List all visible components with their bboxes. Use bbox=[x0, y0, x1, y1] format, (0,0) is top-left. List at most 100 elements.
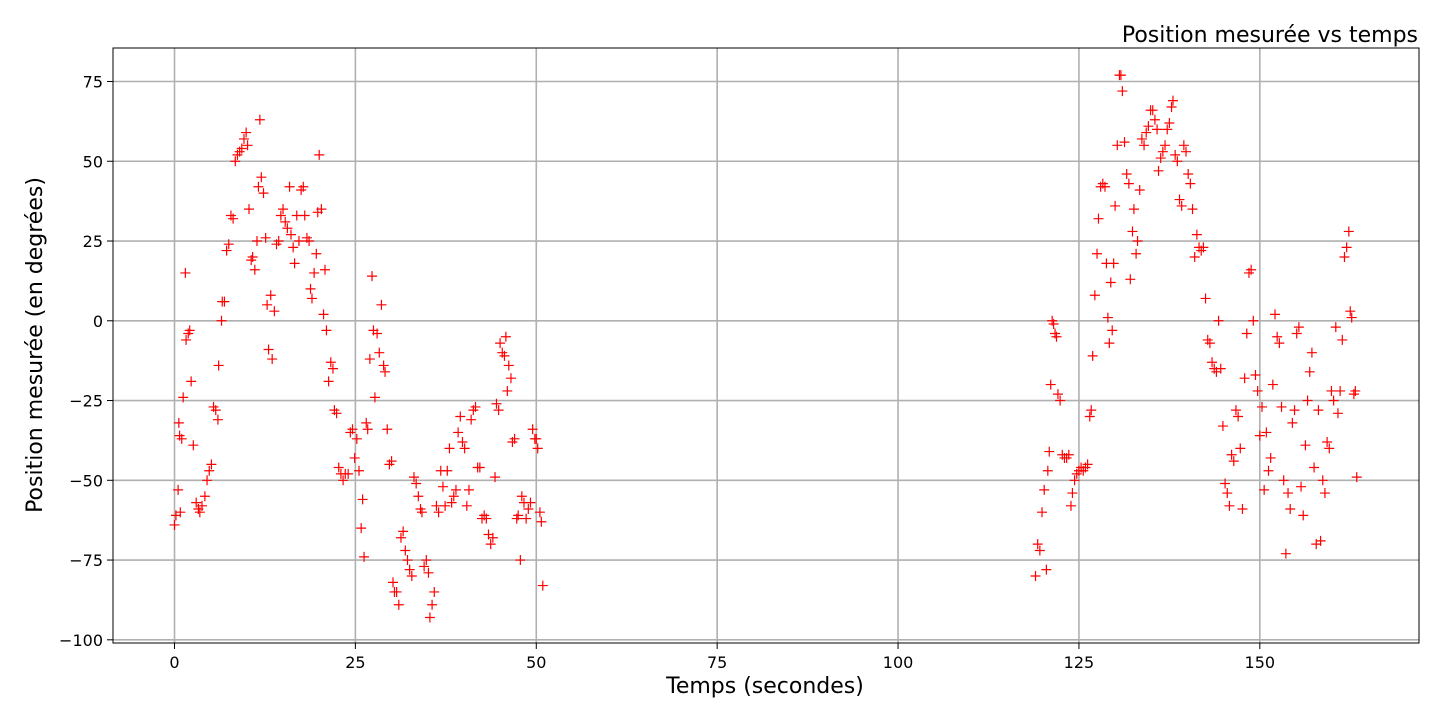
data-point-marker bbox=[1191, 229, 1202, 240]
data-point-marker bbox=[404, 564, 415, 575]
data-point-marker bbox=[238, 133, 249, 144]
data-point-marker bbox=[378, 360, 389, 371]
data-point-marker bbox=[374, 347, 385, 358]
data-point-marker bbox=[516, 491, 527, 502]
data-point-marker bbox=[269, 306, 280, 317]
data-point-marker bbox=[1293, 322, 1304, 333]
data-point-marker bbox=[1167, 95, 1178, 106]
data-point-marker bbox=[1153, 165, 1164, 176]
chart-title: Position mesurée vs temps bbox=[1122, 23, 1418, 48]
data-point-marker bbox=[391, 586, 402, 597]
data-point-marker bbox=[1131, 248, 1142, 259]
x-axis-label: Temps (secondes) bbox=[665, 674, 864, 699]
data-point-marker bbox=[1178, 140, 1189, 151]
data-point-marker bbox=[1304, 366, 1315, 377]
data-point-marker bbox=[1030, 571, 1041, 582]
data-point-marker bbox=[474, 462, 485, 473]
data-point-marker bbox=[1296, 481, 1307, 492]
data-point-marker bbox=[364, 354, 375, 365]
data-point-marker bbox=[442, 465, 453, 476]
data-point-marker bbox=[453, 427, 464, 438]
data-point-marker bbox=[1241, 328, 1252, 339]
data-point-marker bbox=[1313, 405, 1324, 416]
data-point-marker bbox=[481, 513, 492, 524]
data-point-marker bbox=[1250, 370, 1261, 381]
data-point-marker bbox=[213, 360, 224, 371]
data-point-marker bbox=[1117, 86, 1128, 97]
data-point-marker bbox=[1055, 395, 1066, 406]
data-point-marker bbox=[1278, 475, 1289, 486]
data-point-marker bbox=[1289, 405, 1300, 416]
data-point-marker bbox=[1041, 564, 1052, 575]
data-point-marker bbox=[491, 398, 502, 409]
data-point-marker bbox=[1230, 405, 1241, 416]
data-point-marker bbox=[176, 433, 187, 444]
data-point-marker bbox=[490, 472, 501, 483]
data-point-marker bbox=[505, 373, 516, 384]
data-point-marker bbox=[1104, 338, 1115, 349]
data-point-marker bbox=[1155, 153, 1166, 164]
data-point-marker bbox=[1298, 510, 1309, 521]
data-point-marker bbox=[194, 507, 205, 518]
data-point-marker bbox=[527, 424, 538, 435]
data-point-marker bbox=[311, 248, 322, 259]
data-point-marker bbox=[1108, 258, 1119, 269]
data-points bbox=[169, 70, 1362, 623]
data-point-marker bbox=[1256, 401, 1267, 412]
y-tick-label: −25 bbox=[69, 392, 103, 411]
data-point-marker bbox=[1324, 443, 1335, 454]
data-point-marker bbox=[1102, 312, 1113, 323]
data-point-marker bbox=[437, 481, 448, 492]
data-point-marker bbox=[347, 424, 358, 435]
y-tick-label: −75 bbox=[69, 551, 103, 570]
data-point-marker bbox=[242, 140, 253, 151]
data-point-marker bbox=[361, 417, 372, 428]
data-point-marker bbox=[285, 229, 296, 240]
data-point-marker bbox=[228, 213, 239, 224]
data-point-marker bbox=[184, 325, 195, 336]
data-point-marker bbox=[1204, 338, 1215, 349]
data-point-marker bbox=[280, 216, 291, 227]
data-point-marker bbox=[206, 459, 217, 470]
data-point-marker bbox=[284, 181, 295, 192]
data-point-marker bbox=[356, 523, 367, 534]
data-point-marker bbox=[1052, 389, 1063, 400]
data-point-marker bbox=[1187, 204, 1198, 215]
data-point-marker bbox=[1089, 290, 1100, 301]
data-point-marker bbox=[1239, 373, 1250, 384]
data-point-marker bbox=[431, 500, 442, 511]
plot-frame bbox=[112, 47, 1420, 644]
data-point-marker bbox=[393, 599, 404, 610]
data-point-marker bbox=[1143, 121, 1154, 132]
data-point-marker bbox=[1115, 70, 1126, 81]
data-point-marker bbox=[359, 551, 370, 562]
data-point-marker bbox=[382, 424, 393, 435]
data-point-marker bbox=[325, 357, 336, 368]
data-point-marker bbox=[199, 491, 210, 502]
data-point-marker bbox=[1119, 137, 1130, 148]
data-point-marker bbox=[446, 497, 457, 508]
data-point-marker bbox=[1045, 379, 1056, 390]
data-point-marker bbox=[219, 296, 230, 307]
data-point-marker bbox=[423, 567, 434, 578]
data-point-marker bbox=[351, 433, 362, 444]
data-point-marker bbox=[180, 267, 191, 278]
data-point-marker bbox=[1259, 484, 1270, 495]
data-point-marker bbox=[1228, 456, 1239, 467]
data-point-marker bbox=[523, 504, 534, 515]
data-point-marker bbox=[534, 507, 545, 518]
data-point-marker bbox=[1032, 539, 1043, 550]
data-point-marker bbox=[1248, 315, 1259, 326]
data-point-marker bbox=[1246, 264, 1257, 275]
data-point-marker bbox=[440, 500, 451, 511]
data-point-marker bbox=[1291, 328, 1302, 339]
data-point-marker bbox=[457, 437, 468, 448]
data-point-marker bbox=[1121, 169, 1132, 180]
data-point-marker bbox=[230, 156, 241, 167]
data-point-marker bbox=[408, 472, 419, 483]
data-point-marker bbox=[338, 475, 349, 486]
data-point-marker bbox=[191, 497, 202, 508]
data-point-marker bbox=[362, 424, 373, 435]
data-point-marker bbox=[1217, 421, 1228, 432]
data-point-marker bbox=[253, 181, 264, 192]
